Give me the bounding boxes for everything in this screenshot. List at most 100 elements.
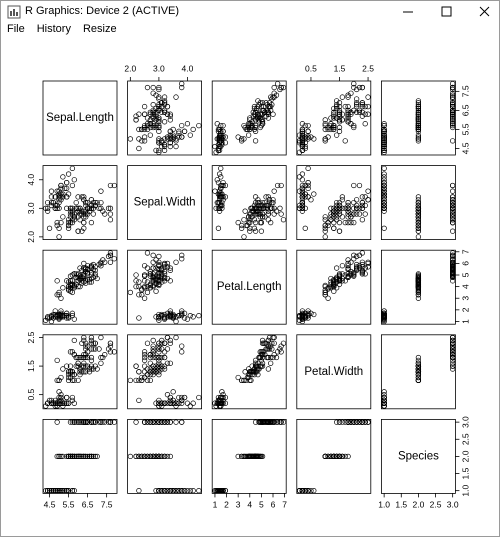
point: [302, 225, 308, 231]
point: [415, 208, 422, 214]
point: [251, 225, 258, 231]
point: [322, 136, 328, 142]
point: [415, 107, 422, 114]
point: [359, 419, 365, 425]
y-tick-label: 5: [461, 272, 471, 277]
close-button[interactable]: [479, 6, 490, 17]
point: [127, 289, 133, 296]
point: [415, 280, 422, 286]
point: [69, 208, 76, 214]
point: [69, 419, 76, 425]
point: [353, 197, 360, 203]
point: [219, 205, 225, 211]
point: [60, 214, 66, 220]
point: [302, 122, 308, 129]
point: [164, 103, 171, 110]
point: [88, 219, 95, 226]
point: [235, 453, 241, 460]
point: [359, 261, 365, 268]
point: [50, 400, 57, 406]
point: [48, 199, 55, 206]
point: [196, 394, 202, 401]
panel: [380, 249, 456, 325]
point: [133, 363, 139, 369]
point: [266, 197, 273, 203]
point: [144, 366, 151, 372]
point: [141, 374, 148, 381]
point: [102, 352, 108, 358]
point: [67, 369, 74, 375]
point: [136, 488, 142, 494]
point: [52, 202, 58, 209]
point: [141, 352, 148, 358]
point: [381, 140, 387, 146]
point: [196, 122, 202, 129]
point: [153, 124, 159, 131]
point: [308, 488, 314, 494]
point: [351, 81, 357, 87]
point: [328, 275, 334, 282]
point: [271, 188, 277, 194]
point: [179, 394, 185, 401]
y-tick-label: 4: [461, 284, 471, 289]
point: [159, 138, 165, 144]
point: [450, 211, 456, 217]
maximize-button[interactable]: [441, 6, 452, 17]
point: [88, 270, 95, 276]
window-controls[interactable]: [379, 1, 499, 23]
point: [450, 205, 456, 211]
point: [220, 122, 226, 129]
point: [153, 488, 159, 494]
menu-item[interactable]: Resize: [82, 23, 117, 35]
point: [75, 419, 81, 425]
point: [71, 400, 77, 406]
point: [141, 126, 148, 133]
point: [359, 102, 365, 108]
point: [127, 136, 133, 142]
point: [299, 191, 306, 197]
point: [271, 90, 277, 96]
menu-item[interactable]: File: [7, 23, 25, 35]
point: [156, 115, 162, 121]
y-tick-label: 2.0: [461, 450, 471, 462]
point: [100, 208, 106, 214]
point: [351, 419, 357, 425]
point: [77, 354, 83, 361]
menu-item[interactable]: History: [36, 23, 71, 35]
point: [84, 343, 91, 349]
point: [255, 372, 261, 378]
point: [170, 389, 176, 395]
x-tick-label: 2.5: [362, 63, 374, 73]
point: [450, 107, 456, 114]
point: [44, 400, 51, 406]
point: [381, 165, 387, 171]
point: [156, 259, 162, 265]
point: [56, 197, 62, 203]
point: [69, 211, 76, 217]
point: [222, 394, 229, 401]
point: [65, 222, 72, 229]
x-tick-label: 2.5: [430, 500, 442, 510]
point: [147, 453, 153, 460]
point: [359, 267, 365, 274]
point: [73, 363, 79, 369]
point: [92, 202, 98, 209]
point: [334, 98, 340, 104]
point: [167, 128, 173, 134]
point: [153, 419, 159, 425]
point: [71, 211, 77, 217]
point: [328, 453, 334, 460]
point: [156, 453, 162, 460]
point: [164, 134, 171, 140]
point: [173, 143, 179, 150]
point: [150, 343, 156, 349]
panel: [127, 165, 202, 240]
point: [136, 369, 142, 375]
point: [249, 372, 255, 378]
y-tick-label: 2.0: [26, 231, 36, 243]
point: [88, 275, 95, 282]
panel: [380, 334, 456, 410]
point: [159, 419, 165, 425]
point: [136, 397, 142, 403]
point: [334, 208, 340, 214]
